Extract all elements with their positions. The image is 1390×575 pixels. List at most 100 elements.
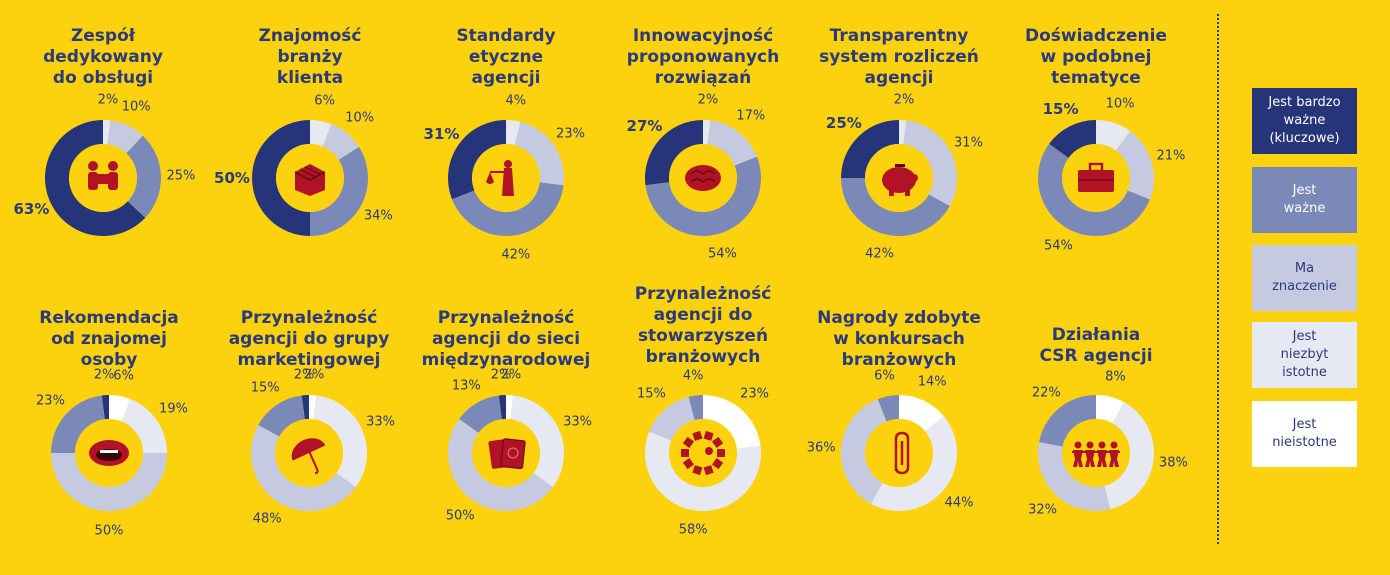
percent-label: 58% [678,522,708,538]
percent-label: 2% [293,367,315,383]
percent-label: 6% [874,368,895,384]
percent-label: 21% [1156,148,1186,164]
legend-item: Jest niezbyt istotne [1252,322,1357,388]
donut-segment [514,121,564,186]
donut-segment [1104,402,1154,510]
donut-segment [51,395,105,453]
donut-segment [126,135,161,218]
donut-segment [459,395,502,434]
chart-title: Działania CSR agencji [1039,325,1153,366]
donut-segment [645,120,703,186]
donut-segment [1096,120,1131,151]
donut-segment [313,395,368,488]
donut-segment [258,395,305,437]
passport-icon [488,438,526,470]
percent-label: 63% [13,199,50,218]
donut-segment [841,399,887,504]
chart-title: Nagrody zdobyte w konkursach branżowych [817,308,981,370]
donut-chart-11 [841,395,957,511]
paper-chain-icon [1072,441,1120,467]
donut-segment [498,395,506,420]
chart-title: Zespół dedykowany do obsługi [43,26,163,88]
percent-label: 2% [93,367,115,383]
legend-label: Jest nieistotne [1272,417,1337,450]
percent-label: 2% [97,92,119,108]
donut-chart-10 [645,395,761,511]
percent-label: 27% [626,117,663,136]
chart-title: Doświadczenie w podobnej tematyce [1024,26,1168,88]
donut-segment [44,120,146,237]
donut-segment [841,178,950,236]
donut-segment [899,395,944,432]
donut-segment [103,120,111,145]
percent-label: 22% [1031,385,1061,401]
percent-label: 54% [707,246,737,262]
percent-label: 33% [366,414,396,430]
percent-label: 4% [682,368,704,384]
donut-chart-9 [448,395,564,511]
percent-label: 31% [423,125,460,144]
donut-segment [707,120,757,166]
donut-segment [899,120,907,145]
donut-segment [109,395,131,422]
donut-segment [121,399,167,453]
donut-chart-3 [448,120,564,236]
percent-label: 8% [1105,369,1126,385]
justice-icon [486,160,514,196]
donut-segment [903,120,957,206]
percent-label: 6% [113,368,134,384]
puzzle-icon [681,430,725,476]
percent-label: 10% [121,99,151,115]
donut-segment [310,120,332,147]
chart-title: Przynależność agencji do grupy marketing… [228,308,390,370]
donut-segment [1038,143,1150,236]
donut-segment [251,425,356,511]
donut-segment [252,120,310,236]
donut-segment [310,146,368,236]
percent-label: 23% [556,126,585,142]
donut-segment [1115,131,1154,200]
briefcase-icon [1078,162,1114,192]
donut-segment [101,395,109,420]
percent-label: 25% [825,113,862,132]
percent-label: 2% [697,92,719,108]
percent-label: 15% [1042,99,1079,118]
legend-label: Jest bardzo ważne (kluczowe) [1268,95,1341,146]
legend-item: Jest bardzo ważne (kluczowe) [1252,88,1357,154]
percent-label: 2% [303,367,325,383]
percent-label: 13% [451,378,481,394]
percent-label: 50% [94,523,124,539]
donut-segment [649,396,695,441]
chart-title: Rekomendacja od znajomej osoby [39,308,179,370]
percent-label: 15% [636,386,666,402]
donut-chart-8 [251,395,368,511]
donut-segment [301,395,309,420]
percent-label: 50% [445,508,475,524]
percent-label: 44% [944,495,974,511]
donut-segment [452,182,564,236]
donut-segment [1096,395,1124,424]
legend-item: Ma znaczenie [1252,245,1357,311]
brain-icon [685,165,721,191]
legend-label: Jest niezbyt istotne [1280,329,1329,380]
donut-segment [51,453,167,511]
donut-segment [1049,120,1097,159]
percent-label: 34% [363,208,393,224]
percent-label: 33% [563,414,593,430]
percent-label: 4% [505,93,527,109]
donut-hole [865,419,933,487]
donut-chart-2 [252,120,368,236]
donut-chart-1 [44,120,161,237]
percent-label: 17% [736,108,766,124]
donut-chart-5 [841,120,957,236]
percent-label: 42% [501,247,531,263]
percent-label: 38% [1158,455,1188,471]
percent-label: 42% [865,246,895,262]
donut-segment [322,124,359,160]
umbrella-icon [291,438,326,474]
chart-title: Standardy etyczne agencji [456,26,556,88]
chart-title: Transparentny system rozliczeń agencji [819,26,979,88]
chart-title: Znajomość branży klienta [258,26,362,88]
donut-chart-4 [645,120,761,236]
